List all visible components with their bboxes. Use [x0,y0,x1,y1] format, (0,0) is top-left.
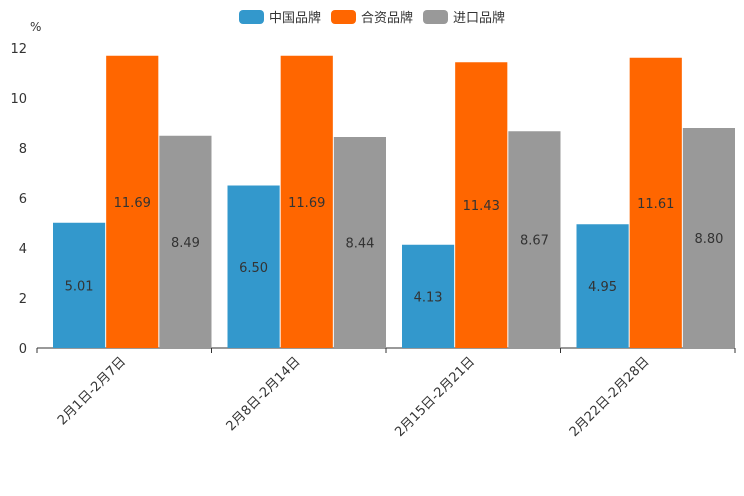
legend-item-import[interactable]: 进口品牌 [423,7,505,26]
data-label-joint: 11.61 [637,197,674,212]
bar-import [508,131,561,348]
bar-joint [280,55,333,348]
bar-joint [455,62,508,348]
data-label-import: 8.67 [520,234,549,249]
x-tick-label: 2月1日-2月7日 [55,354,129,428]
bar-china [402,244,455,348]
y-tick-label: 2 [19,292,27,307]
bar-joint [629,57,682,348]
data-label-import: 8.44 [345,237,374,252]
data-label-joint: 11.69 [114,196,151,211]
data-label-china: 4.13 [414,290,443,305]
legend-item-joint[interactable]: 合资品牌 [330,7,413,26]
bar-import [333,137,386,348]
bar-china [576,224,629,348]
y-tick-label: 10 [10,92,27,107]
legend-label-joint: 合资品牌 [360,11,413,26]
y-tick-label: 0 [19,342,27,357]
data-label-china: 4.95 [588,280,617,295]
y-tick-label: 8 [19,142,27,157]
bar-import [682,128,735,348]
y-tick-label: 4 [19,242,27,257]
data-label-joint: 11.43 [463,199,500,214]
bar-china [53,222,106,348]
legend-item-china[interactable]: 中国品牌 [238,7,321,26]
x-tick-label: 2月22日-2月28日 [567,354,653,440]
x-tick-label: 2月8日-2月14日 [224,354,304,434]
data-label-import: 8.80 [694,232,723,247]
bar-joint [106,55,159,348]
bar-china [227,185,280,348]
y-tick-label: 6 [19,192,27,207]
legend: 中国品牌 合资品牌 进口品牌 [0,7,744,26]
x-tick-label: 2月15日-2月21日 [392,354,478,440]
legend-swatch-china [238,9,264,24]
y-tick-label: 12 [10,42,27,57]
legend-label-import: 进口品牌 [453,11,506,26]
bar-import [159,135,212,348]
data-label-joint: 11.69 [288,196,325,211]
data-label-china: 6.50 [239,261,268,276]
data-label-china: 5.01 [65,279,94,294]
legend-swatch-import [423,9,448,24]
y-axis-unit: % [30,20,42,34]
data-label-import: 8.49 [171,236,200,251]
legend-label-china: 中国品牌 [268,11,321,26]
legend-swatch-joint [330,9,356,24]
